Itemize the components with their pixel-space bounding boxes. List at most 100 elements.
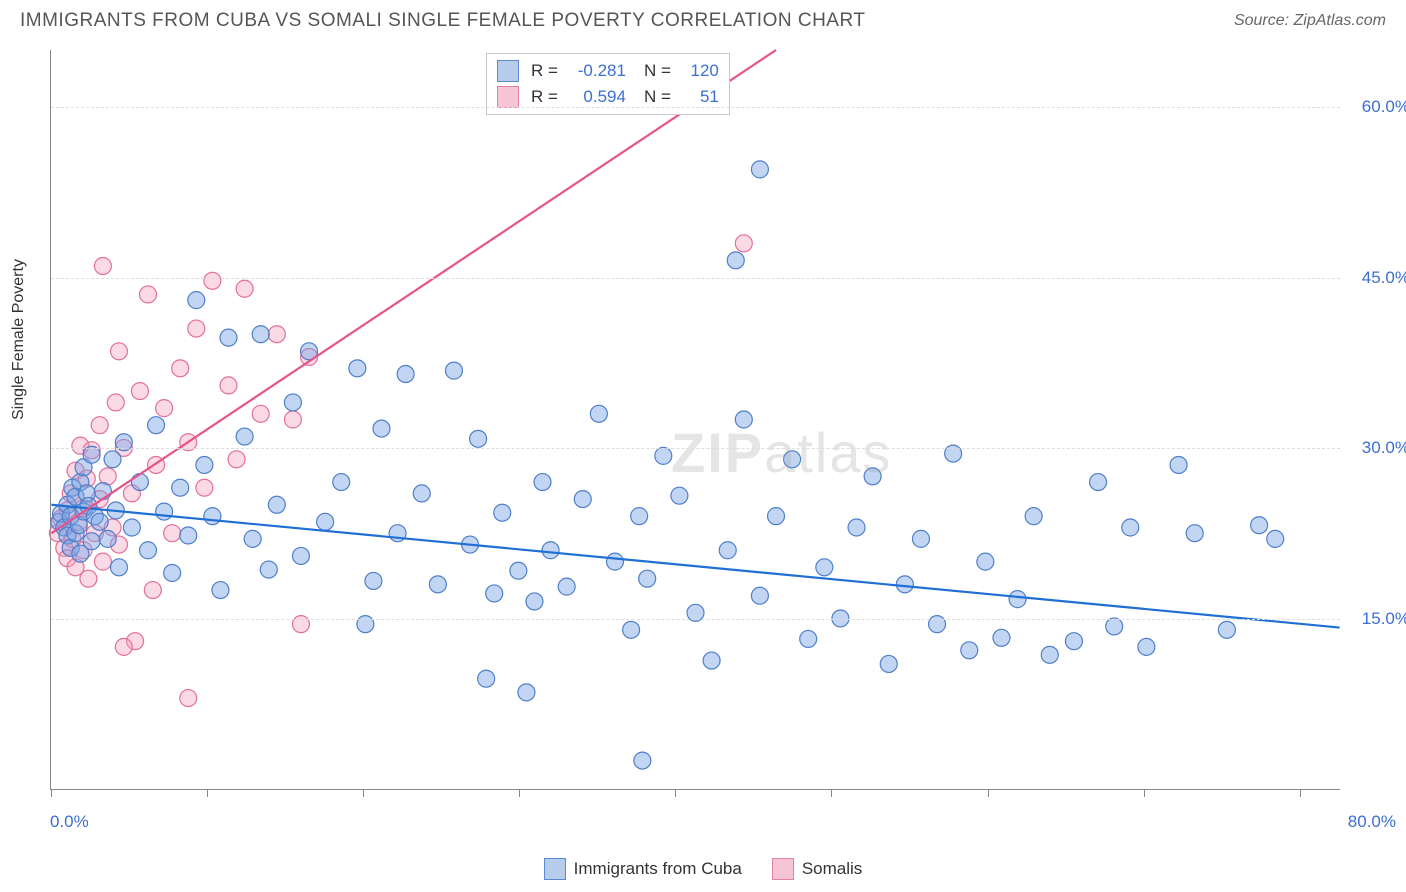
data-point-cuba	[1122, 519, 1139, 536]
data-point-cuba	[236, 428, 253, 445]
data-point-cuba	[478, 670, 495, 687]
data-point-cuba	[993, 629, 1010, 646]
data-point-cuba	[140, 542, 157, 559]
data-point-cuba	[1251, 517, 1268, 534]
data-point-cuba	[244, 530, 261, 547]
data-point-cuba	[357, 616, 374, 633]
r-label: R =	[531, 61, 558, 81]
data-point-cuba	[397, 366, 414, 383]
data-point-cuba	[671, 487, 688, 504]
data-point-cuba	[470, 430, 487, 447]
data-point-somali	[172, 360, 189, 377]
x-axis-min-label: 0.0%	[50, 812, 89, 832]
data-point-cuba	[349, 360, 366, 377]
data-point-cuba	[1106, 618, 1123, 635]
data-point-cuba	[123, 519, 140, 536]
data-point-cuba	[518, 684, 535, 701]
data-point-cuba	[735, 411, 752, 428]
data-point-somali	[80, 570, 97, 587]
r-value-somali: 0.594	[566, 87, 626, 107]
data-point-somali	[292, 616, 309, 633]
data-point-cuba	[1186, 525, 1203, 542]
n-label: N =	[644, 87, 671, 107]
grid-line	[51, 619, 1340, 620]
data-point-cuba	[961, 642, 978, 659]
grid-line	[51, 278, 1340, 279]
data-point-somali	[220, 377, 237, 394]
data-point-somali	[164, 525, 181, 542]
data-point-somali	[236, 280, 253, 297]
n-value-cuba: 120	[679, 61, 719, 81]
data-point-cuba	[880, 655, 897, 672]
data-point-cuba	[373, 420, 390, 437]
y-tick-label: 45.0%	[1362, 268, 1406, 288]
data-point-somali	[188, 320, 205, 337]
data-point-cuba	[429, 576, 446, 593]
y-axis-label: Single Female Poverty	[10, 259, 28, 420]
data-point-somali	[115, 638, 132, 655]
data-point-cuba	[220, 329, 237, 346]
data-point-cuba	[848, 519, 865, 536]
x-axis-max-label: 80.0%	[1348, 812, 1396, 832]
data-point-somali	[252, 405, 269, 422]
x-tick	[831, 789, 832, 797]
data-point-cuba	[131, 474, 148, 491]
data-point-cuba	[1041, 646, 1058, 663]
data-point-somali	[268, 326, 285, 343]
data-point-cuba	[719, 542, 736, 559]
data-point-cuba	[91, 513, 108, 530]
data-point-cuba	[655, 447, 672, 464]
data-point-cuba	[94, 483, 111, 500]
legend-label-cuba: Immigrants from Cuba	[574, 859, 742, 879]
data-point-cuba	[574, 491, 591, 508]
data-point-somali	[228, 451, 245, 468]
data-point-somali	[111, 343, 128, 360]
y-tick-label: 15.0%	[1362, 609, 1406, 629]
data-point-somali	[204, 272, 221, 289]
data-point-cuba	[292, 547, 309, 564]
data-point-cuba	[623, 621, 640, 638]
legend-item-cuba: Immigrants from Cuba	[544, 858, 742, 880]
data-point-cuba	[172, 479, 189, 496]
data-point-cuba	[896, 576, 913, 593]
data-point-cuba	[148, 417, 165, 434]
data-point-cuba	[1009, 591, 1026, 608]
data-point-cuba	[196, 456, 213, 473]
data-point-somali	[156, 400, 173, 417]
y-tick-label: 60.0%	[1362, 97, 1406, 117]
data-point-cuba	[727, 252, 744, 269]
n-value-somali: 51	[679, 87, 719, 107]
data-point-cuba	[590, 405, 607, 422]
data-point-cuba	[494, 504, 511, 521]
data-point-cuba	[317, 513, 334, 530]
data-point-cuba	[83, 533, 100, 550]
data-point-cuba	[526, 593, 543, 610]
data-point-cuba	[188, 292, 205, 309]
data-point-cuba	[768, 508, 785, 525]
data-point-somali	[131, 383, 148, 400]
x-tick	[988, 789, 989, 797]
x-tick	[363, 789, 364, 797]
data-point-cuba	[1267, 530, 1284, 547]
data-point-cuba	[606, 553, 623, 570]
data-point-cuba	[204, 508, 221, 525]
data-point-somali	[94, 258, 111, 275]
data-point-cuba	[486, 585, 503, 602]
x-tick	[1300, 789, 1301, 797]
correlation-legend: R = -0.281 N = 120 R = 0.594 N = 51	[486, 53, 730, 115]
data-point-cuba	[268, 496, 285, 513]
r-label: R =	[531, 87, 558, 107]
y-tick-label: 30.0%	[1362, 438, 1406, 458]
data-point-cuba	[631, 508, 648, 525]
grid-line	[51, 107, 1340, 108]
swatch-somali-icon	[772, 858, 794, 880]
data-point-somali	[91, 417, 108, 434]
data-point-cuba	[413, 485, 430, 502]
data-point-cuba	[156, 503, 173, 520]
data-point-cuba	[912, 530, 929, 547]
data-point-cuba	[284, 394, 301, 411]
data-point-cuba	[1138, 638, 1155, 655]
data-point-somali	[144, 582, 161, 599]
swatch-cuba-icon	[544, 858, 566, 880]
data-point-cuba	[365, 572, 382, 589]
